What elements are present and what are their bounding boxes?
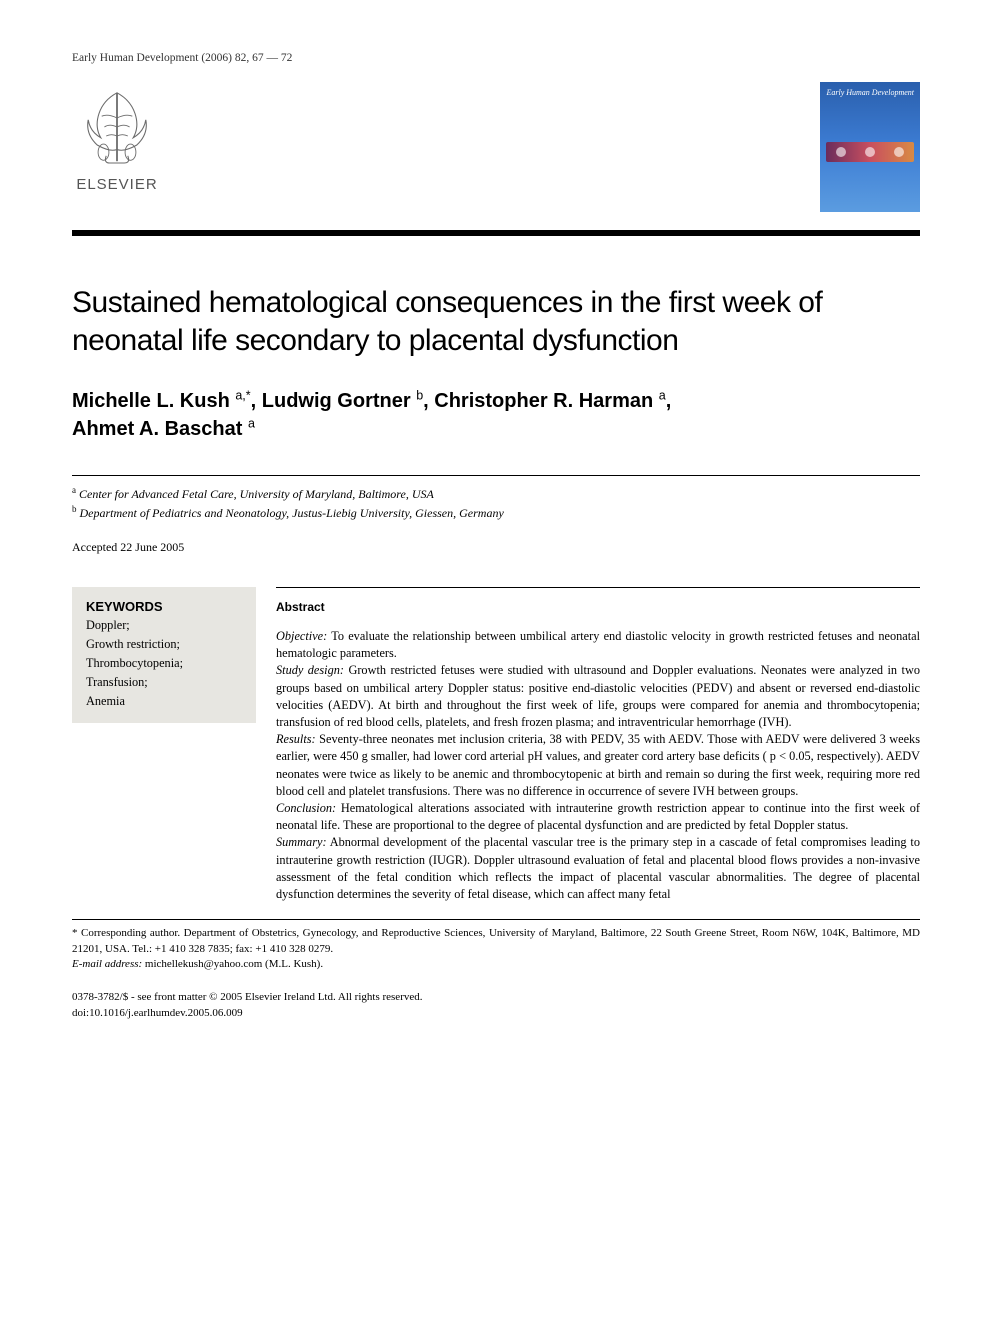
thick-horizontal-rule: [72, 230, 920, 236]
thin-rule-above-affiliations: [72, 475, 920, 476]
copyright-block: 0378-3782/$ - see front matter © 2005 El…: [72, 990, 920, 1021]
elsevier-tree-icon: [72, 82, 162, 172]
cover-band: [826, 142, 914, 162]
elsevier-logo: ELSEVIER: [72, 82, 162, 193]
affiliations: a Center for Advanced Fetal Care, Univer…: [72, 484, 920, 522]
abstract-heading: Abstract: [276, 600, 920, 614]
copyright-line-1: 0378-3782/$ - see front matter © 2005 El…: [72, 990, 920, 1005]
abstract-top-rule: [276, 587, 920, 588]
email-line: E-mail address: michellekush@yahoo.com (…: [72, 957, 920, 972]
authors-block: Michelle L. Kush a,*, Ludwig Gortner b, …: [72, 387, 920, 443]
logo-row: ELSEVIER Early Human Development: [72, 82, 920, 212]
corresponding-author-note: * Corresponding author. Department of Ob…: [72, 926, 920, 957]
keywords-box: KEYWORDS Doppler;Growth restriction;Thro…: [72, 587, 256, 723]
keywords-list: Doppler;Growth restriction;Thrombocytope…: [86, 616, 242, 711]
email-value: michellekush@yahoo.com (M.L. Kush).: [142, 958, 323, 970]
keywords-heading: KEYWORDS: [86, 599, 242, 614]
abstract-wrapper: KEYWORDS Doppler;Growth restriction;Thro…: [72, 587, 920, 903]
cover-title: Early Human Development: [826, 88, 914, 97]
publisher-name: ELSEVIER: [76, 176, 157, 193]
abstract-text: Objective: To evaluate the relationship …: [276, 628, 920, 903]
footnotes: * Corresponding author. Department of Ob…: [72, 926, 920, 972]
article-title: Sustained hematological consequences in …: [72, 284, 920, 359]
footnote-rule: [72, 919, 920, 920]
journal-cover-thumbnail: Early Human Development: [820, 82, 920, 212]
abstract-column: Abstract Objective: To evaluate the rela…: [276, 587, 920, 903]
doi-line: doi:10.1016/j.earlhumdev.2005.06.009: [72, 1006, 920, 1021]
journal-header: Early Human Development (2006) 82, 67 — …: [72, 52, 920, 64]
email-label: E-mail address:: [72, 958, 142, 970]
accepted-date: Accepted 22 June 2005: [72, 540, 920, 555]
